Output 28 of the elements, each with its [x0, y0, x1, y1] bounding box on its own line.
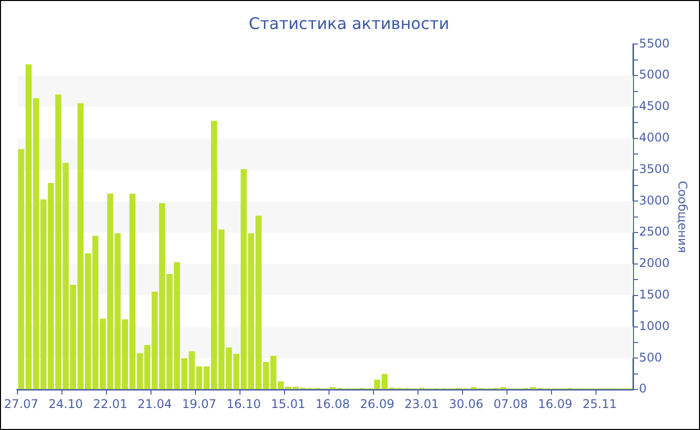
y-axis-title: Сообщения [676, 180, 690, 253]
y-tick-label: 4000 [639, 130, 670, 145]
x-tick-label: 15.01 [271, 396, 306, 411]
x-tick-label: 16.10 [226, 396, 261, 411]
y-tick-label: 1000 [639, 318, 670, 333]
y-tick-label: 1500 [639, 288, 670, 302]
y-tick-label: 5000 [639, 68, 670, 82]
x-tick-label: 25.11 [582, 396, 617, 411]
y-tick-label: 5500 [639, 36, 670, 50]
x-tick-label: 24.10 [48, 396, 83, 411]
chart-title: Статистика активности [248, 14, 450, 33]
y-tick-label: 3500 [639, 162, 670, 176]
y-tick-label: 4500 [639, 99, 670, 114]
x-tick-label: 21.04 [138, 396, 172, 411]
y-tick-label: 2000 [639, 256, 670, 270]
y-tick-label: 3000 [639, 193, 670, 208]
y-tick-label: 2500 [639, 224, 670, 239]
x-tick-label: 07.08 [494, 396, 528, 411]
y-tick-label: 0 [639, 382, 647, 396]
x-tick-label: 19.07 [182, 396, 216, 411]
x-tick-label: 16.08 [316, 396, 350, 411]
x-tick-label: 27.07 [4, 396, 38, 411]
y-tick-label: 500 [639, 350, 662, 364]
x-tick-label: 26.09 [360, 396, 394, 411]
x-tick-label: 23.01 [404, 396, 439, 411]
x-tick-label: 16.09 [538, 396, 572, 411]
x-tick-label: 22.01 [93, 396, 128, 411]
x-tick-label: 30.06 [449, 396, 484, 411]
